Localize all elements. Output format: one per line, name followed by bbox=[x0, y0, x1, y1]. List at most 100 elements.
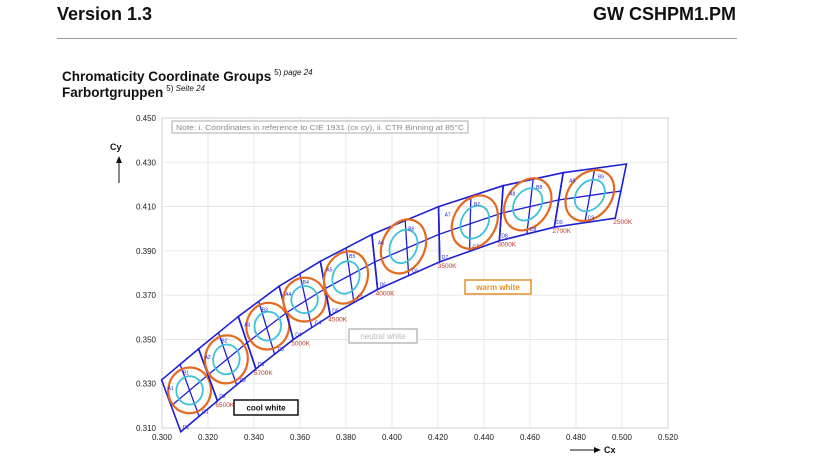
region-neutral-white-box bbox=[348, 328, 418, 344]
x-tick-label: 0.360 bbox=[290, 433, 311, 442]
section-title-en: Chromaticity Coordinate Groups 5) page 24 bbox=[62, 68, 313, 84]
macadam-ellipse-inner bbox=[331, 260, 361, 295]
bin-label: A7 bbox=[445, 213, 451, 219]
macadam-ellipse-outer bbox=[379, 218, 428, 275]
footnote-ref-de[interactable]: 5) Seite 24 bbox=[166, 84, 205, 93]
bin-label: D7 bbox=[442, 255, 449, 261]
macadam-ellipse-outer bbox=[502, 177, 553, 232]
bin-label: D8 bbox=[501, 234, 508, 240]
bin-label: B3 bbox=[262, 307, 268, 313]
bin-label: D5 bbox=[332, 309, 339, 315]
x-tick-label: 0.520 bbox=[658, 433, 679, 442]
region-warm-white-box bbox=[464, 279, 532, 295]
y-tick-label: 0.310 bbox=[136, 424, 157, 433]
x-tick-label: 0.340 bbox=[244, 433, 265, 442]
cct-label: 4000K bbox=[376, 290, 395, 297]
x-tick-label: 0.460 bbox=[520, 433, 541, 442]
macadam-ellipse-inner bbox=[512, 187, 544, 222]
note-text: Note: i. Coordinates in reference to CIE… bbox=[176, 124, 464, 132]
bin-label: B5 bbox=[349, 254, 355, 260]
x-tick-label: 0.500 bbox=[612, 433, 633, 442]
y-tick-label: 0.390 bbox=[136, 247, 157, 256]
cct-label: 4500K bbox=[328, 317, 347, 324]
cct-label: 2700K bbox=[552, 228, 571, 235]
bin-label: B2 bbox=[221, 339, 227, 345]
macadam-ellipse-inner bbox=[573, 178, 606, 213]
bin-label: D2 bbox=[219, 394, 226, 400]
bin-label: A5 bbox=[326, 267, 332, 273]
bin-label: C9 bbox=[588, 216, 595, 222]
macadam-ellipse-outer bbox=[203, 334, 249, 385]
macadam-ellipse-inner bbox=[175, 375, 204, 406]
cct-label: 6500K bbox=[215, 402, 234, 409]
bin-label: B1 bbox=[183, 370, 189, 376]
y-tick-label: 0.330 bbox=[136, 380, 157, 389]
cct-label: 2500K bbox=[613, 219, 632, 226]
cct-label: 3500K bbox=[438, 263, 457, 270]
bin-divider-vertical bbox=[258, 301, 276, 355]
bin-label: C3 bbox=[278, 347, 285, 353]
bin-label: C6 bbox=[412, 269, 419, 275]
x-tick-label: 0.320 bbox=[198, 433, 219, 442]
bin-label: D4 bbox=[295, 333, 302, 339]
bin-label: A8 bbox=[509, 192, 515, 198]
footnote-ref-en[interactable]: 5) page 24 bbox=[274, 68, 312, 77]
product-code: GW CSHPM1.PM bbox=[592, 4, 736, 24]
bin-label: B6 bbox=[408, 227, 414, 233]
x-tick-label: 0.400 bbox=[382, 433, 403, 442]
bin-label: A4 bbox=[285, 292, 291, 298]
footnote-number-de: 5) bbox=[166, 84, 174, 93]
x-tick-label: 0.300 bbox=[152, 433, 173, 442]
bin-label: B4 bbox=[303, 280, 309, 286]
bin-label: D6 bbox=[380, 282, 387, 288]
region-warm-white-label: warm white bbox=[475, 283, 520, 292]
macadam-ellipse-inner bbox=[290, 285, 319, 315]
section-title-de: Farbortgruppen 5) Seite 24 bbox=[62, 84, 205, 100]
macadam-ellipse-inner bbox=[459, 204, 491, 240]
bin-label: C1 bbox=[202, 409, 209, 415]
cct-label: 3000K bbox=[497, 242, 516, 249]
bin-label: B7 bbox=[474, 202, 480, 208]
macadam-ellipse-inner bbox=[212, 343, 241, 376]
bin-label: A2 bbox=[205, 355, 211, 361]
bin-divider-vertical bbox=[299, 273, 313, 328]
document-version: Version 1.3 bbox=[57, 4, 153, 24]
macadam-ellipse-outer bbox=[245, 301, 291, 351]
x-tick-label: 0.440 bbox=[474, 433, 495, 442]
section-title-de-text: Farbortgruppen bbox=[62, 85, 164, 100]
macadam-ellipse-outer bbox=[564, 168, 616, 223]
macadam-ellipse-inner bbox=[253, 310, 282, 342]
y-axis-label: Cy bbox=[110, 142, 122, 152]
bin-label: D3 bbox=[258, 362, 265, 368]
region-cool-white-box bbox=[233, 399, 299, 416]
x-tick-label: 0.480 bbox=[566, 433, 587, 442]
footnote-number-en: 5) bbox=[274, 68, 282, 77]
y-tick-label: 0.350 bbox=[136, 335, 157, 344]
macadam-ellipse-outer bbox=[450, 194, 499, 250]
bin-label: D1 bbox=[183, 425, 190, 431]
bin-divider-vertical bbox=[179, 364, 200, 417]
bin-label: A3 bbox=[244, 323, 250, 329]
bin-label: D9 bbox=[556, 220, 563, 226]
y-tick-label: 0.450 bbox=[136, 114, 157, 123]
bin-divider-vertical bbox=[345, 247, 355, 303]
footnote-page-de: Seite 24 bbox=[175, 84, 205, 93]
y-tick-label: 0.370 bbox=[136, 291, 157, 300]
y-tick-label: 0.430 bbox=[136, 158, 157, 167]
x-axis-label: Cx bbox=[604, 445, 616, 455]
footnote-page-en: page 24 bbox=[283, 68, 313, 77]
bin-label: A1 bbox=[168, 386, 174, 392]
note-box bbox=[171, 120, 469, 134]
bin-label: A6 bbox=[378, 240, 384, 246]
bin-label: C7 bbox=[473, 244, 480, 250]
cct-label: 5000K bbox=[291, 341, 310, 348]
bin-divider-vertical bbox=[468, 196, 472, 252]
cct-label: 5700K bbox=[254, 370, 273, 377]
bin-label: C4 bbox=[315, 321, 322, 327]
bin-group-outline bbox=[553, 163, 628, 229]
bin-label: C8 bbox=[530, 227, 537, 233]
x-tick-label: 0.420 bbox=[428, 433, 449, 442]
region-cool-white-label: cool white bbox=[246, 404, 286, 413]
bin-label: C2 bbox=[240, 378, 247, 384]
